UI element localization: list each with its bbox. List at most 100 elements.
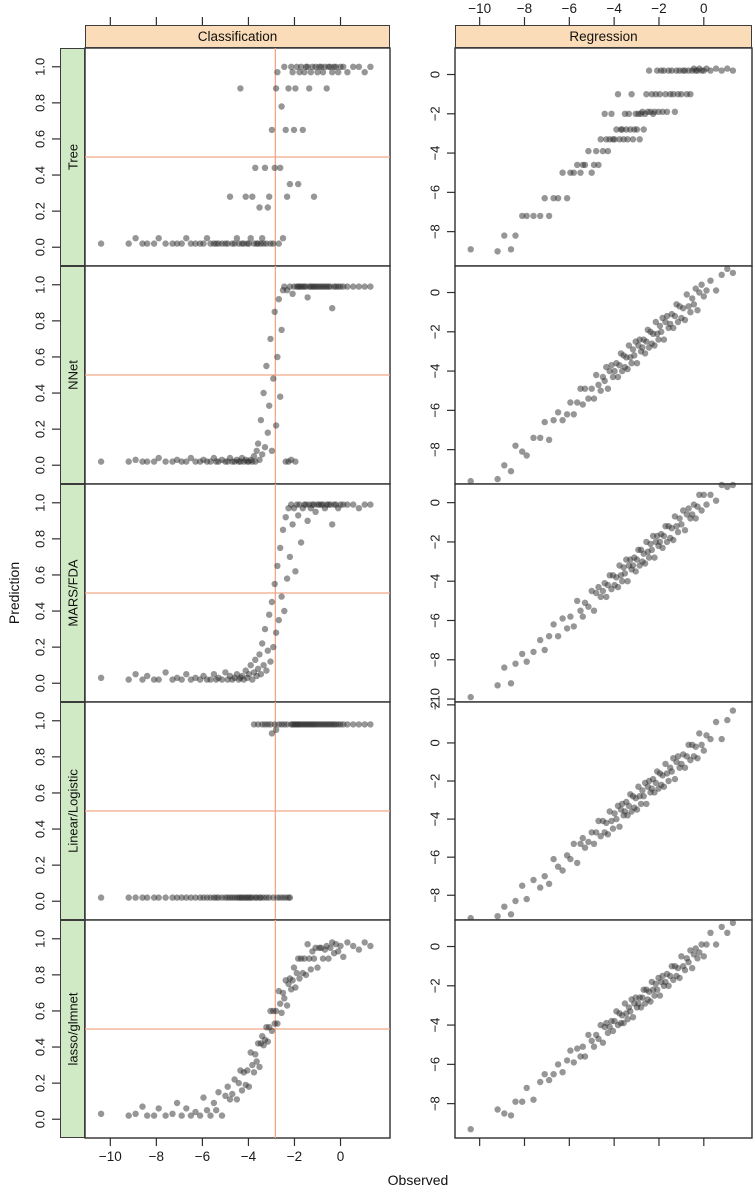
data-point [595,381,602,388]
data-point [519,882,526,889]
y-tick-label: −4 [427,364,442,379]
data-point [272,422,280,429]
y-tick-label: 0.4 [32,384,47,402]
data-point [641,560,649,567]
data-point [659,108,666,116]
data-point [712,287,720,294]
y-tick-label: 1.0 [32,276,47,294]
data-point [707,491,714,498]
data-point [501,462,508,469]
data-point [224,240,231,247]
data-point [604,385,612,392]
data-point [654,986,661,993]
data-point [250,1069,258,1076]
data-point [178,458,185,465]
data-point [668,67,675,74]
data-point [272,85,280,92]
data-point [628,91,635,98]
data-point [545,212,553,220]
data-point [307,69,314,76]
data-point [162,458,169,465]
data-point [663,108,671,116]
data-point [545,880,553,887]
row-strip-label: Tree [65,143,80,171]
data-point [523,658,530,665]
data-point [680,305,687,312]
y-tick-label: 0 [427,943,442,950]
data-point [614,373,622,381]
y-tick-label: 0 [427,499,442,506]
data-point [633,806,641,813]
data-point [550,855,557,863]
data-point [247,662,254,669]
data-point [696,730,703,737]
data-point [213,1107,220,1114]
data-point [523,452,530,459]
data-point [259,640,266,647]
data-point [329,305,336,312]
data-point [541,195,548,202]
data-point [132,235,139,242]
data-point [249,193,256,200]
data-point [304,294,311,301]
data-point [519,212,526,220]
data-point [215,1089,222,1096]
data-point [611,810,618,817]
data-point [597,387,604,394]
data-point [624,1016,631,1023]
data-point [581,844,589,851]
data-point [344,939,351,946]
data-point [599,587,607,595]
data-point [494,913,501,920]
data-point [609,1027,617,1035]
y-tick-label: −6 [427,185,442,200]
data-point [674,528,682,536]
data-point [690,301,698,308]
data-point [724,716,731,724]
data-point [624,365,631,373]
x-tick-label-bottom: −4 [241,1149,257,1164]
data-point [629,562,637,569]
data-point [292,85,299,92]
data-point [670,324,677,332]
data-point [670,536,677,544]
data-point [663,312,671,320]
data-point [512,1098,519,1105]
data-point [590,161,598,169]
data-point [277,393,284,400]
y-tick-label: −8 [427,888,442,903]
data-point [187,454,195,462]
row-strip-label: NNet [65,360,80,390]
data-point [144,894,151,901]
data-point [647,998,654,1005]
data-point [97,1110,105,1118]
y-tick-label: −6 [427,1057,442,1072]
data-point [297,539,305,546]
data-point [335,948,342,955]
data-point [183,894,190,901]
data-point [150,458,158,465]
data-point [625,802,633,809]
data-point [519,1098,526,1105]
data-point [271,308,278,315]
data-point [554,195,562,202]
data-point [279,989,287,997]
data-point [523,1084,530,1092]
data-point [681,764,689,771]
data-point [545,633,553,640]
data-point [97,674,105,681]
data-point [264,204,271,211]
data-point [512,442,519,449]
data-point [264,429,271,436]
data-point [132,1110,139,1118]
data-point [307,966,314,973]
data-point [595,583,602,591]
data-point [319,69,327,76]
data-point [652,318,659,326]
data-point [595,161,602,169]
data-point [620,564,627,571]
data-point [627,1008,634,1015]
data-point [295,180,302,188]
data-point [579,1043,586,1050]
data-point [367,501,374,508]
